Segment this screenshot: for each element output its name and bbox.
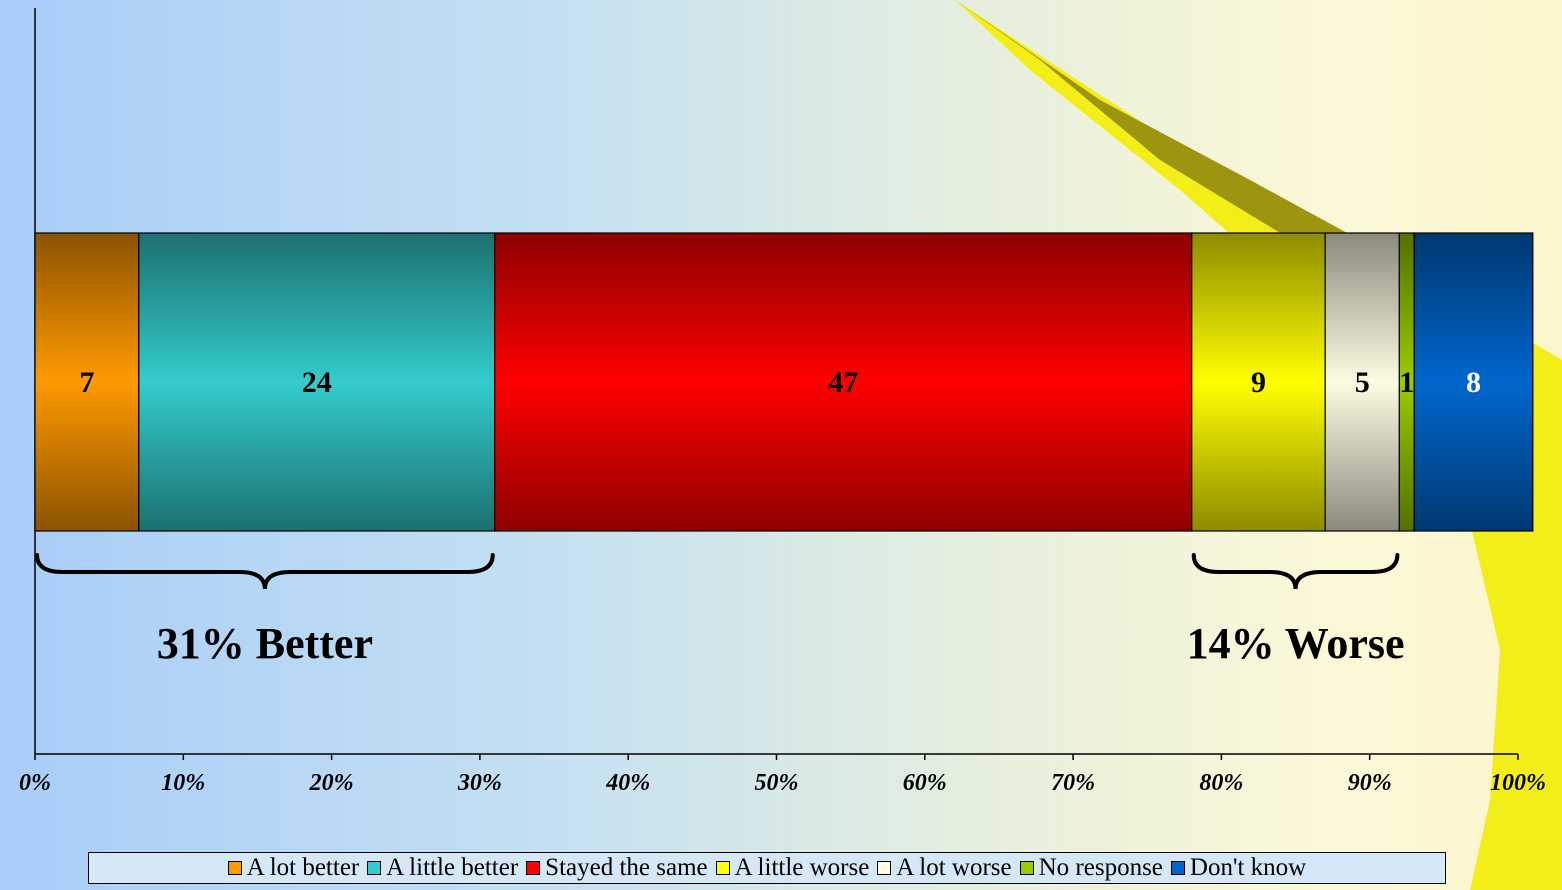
data-label: 5 xyxy=(1355,366,1370,399)
data-labels: 7 24 47 9 5 1 8 xyxy=(79,366,1481,399)
legend-swatch xyxy=(715,861,730,875)
legend-label: A little better xyxy=(386,854,519,881)
legend-item: A lot better xyxy=(227,854,360,882)
data-label: 8 xyxy=(1466,366,1481,399)
legend-label: Stayed the same xyxy=(545,854,708,881)
data-label: 7 xyxy=(79,366,94,399)
legend-item: No response xyxy=(1019,854,1163,882)
data-label: 1 xyxy=(1399,366,1414,399)
legend-swatch xyxy=(526,861,541,875)
x-tick-label: 60% xyxy=(903,770,947,796)
legend-label: No response xyxy=(1038,854,1163,881)
annotation-brace xyxy=(1191,553,1400,590)
data-label: 9 xyxy=(1251,366,1266,399)
legend-item: Don't know xyxy=(1170,854,1307,882)
legend-swatch xyxy=(877,861,892,875)
annotation-label: 14% Worse xyxy=(1187,619,1405,668)
legend-label: A little worse xyxy=(734,854,870,881)
bar-segment-don-t-know xyxy=(1413,232,1534,532)
legend-swatch xyxy=(367,861,382,875)
legend-label: A lot better xyxy=(246,854,360,881)
annotation-brace xyxy=(35,553,495,590)
x-tick-label: 90% xyxy=(1348,770,1392,796)
legend-swatch xyxy=(1170,861,1185,875)
annotations: 31% Better 14% Worse xyxy=(35,553,1405,668)
bar-segment-stayed-the-same xyxy=(494,232,1193,532)
bar-segment-a-little-worse xyxy=(1191,232,1326,532)
legend-item: A little better xyxy=(367,854,518,882)
x-tick-label: 20% xyxy=(309,770,354,796)
legend-label: A lot worse xyxy=(896,854,1012,881)
legend-label: Don't know xyxy=(1189,854,1307,881)
x-tick-label: 0% xyxy=(19,770,51,796)
x-tick-label: 40% xyxy=(605,770,650,796)
legend-swatch xyxy=(227,861,242,875)
decorative-swoosh-olive xyxy=(955,0,1360,245)
x-tick-labels: 0% 10% 20% 30% 40% 50% 60% 70% 80% 90% 100% xyxy=(19,770,1546,796)
data-label: 24 xyxy=(302,366,332,399)
legend-item: Stayed the same xyxy=(526,854,708,882)
legend: A lot better A little better Stayed the sa… xyxy=(88,852,1446,884)
bar-segment-a-lot-worse xyxy=(1324,232,1400,532)
legend-swatch xyxy=(1019,861,1034,875)
x-tick-label: 70% xyxy=(1051,770,1095,796)
annotation-label: 31% Better xyxy=(157,619,373,668)
data-label: 47 xyxy=(828,366,858,399)
x-tick-label: 10% xyxy=(161,770,205,796)
x-tick-label: 100% xyxy=(1490,770,1546,796)
legend-item: A lot worse xyxy=(877,854,1012,882)
x-tick-label: 50% xyxy=(755,770,799,796)
x-tick-label: 80% xyxy=(1199,770,1243,796)
bar-segments xyxy=(34,232,1534,532)
x-tick-label: 30% xyxy=(457,770,502,796)
legend-item: A little worse xyxy=(715,854,870,882)
bar-segment-a-lot-better xyxy=(34,232,140,532)
